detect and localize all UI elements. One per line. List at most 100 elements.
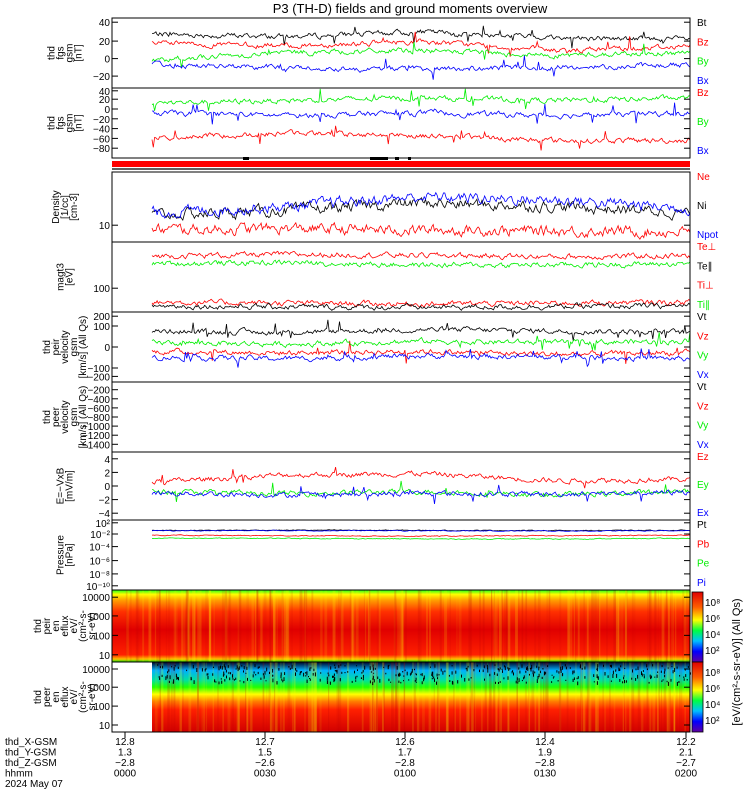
spectrogram-dot (573, 670, 575, 674)
x-column-value: 0100 (394, 769, 417, 780)
spectrogram-streak (654, 590, 657, 662)
spectrogram-dot (624, 667, 626, 669)
spectrogram-streak (525, 590, 528, 662)
spectrogram-dot (596, 667, 598, 672)
spectrogram-dot (174, 665, 176, 667)
spectrogram-dot (215, 681, 217, 683)
spectrogram-dot (577, 676, 579, 679)
spectrogram-streak (469, 590, 473, 662)
spectrogram-dot (320, 672, 322, 674)
spectrogram-dot (572, 670, 574, 675)
spectrogram-streak (684, 662, 686, 732)
spectrogram-streak (429, 590, 431, 662)
spectrogram-streak (161, 662, 164, 732)
spectrogram-dot (175, 673, 177, 678)
spectrogram-streak (213, 590, 215, 662)
series-efield-0 (151, 467, 691, 489)
spectrogram-streak (625, 590, 627, 662)
spectrogram-streak (382, 662, 385, 732)
spectrogram-dot (643, 675, 645, 679)
spectrogram-dot (641, 673, 643, 677)
spectrogram-dot (494, 672, 496, 675)
spectrogram-dot (434, 664, 436, 668)
spectrogram-dot (157, 664, 159, 666)
spectrogram-streak (618, 590, 621, 662)
spectrogram-streak (546, 590, 549, 662)
spectrogram-dot (190, 676, 192, 681)
spectrogram-dot (465, 667, 467, 670)
spectrogram-dot (564, 664, 566, 667)
spectrogram-dot (657, 671, 659, 673)
spectrogram-dot (282, 680, 284, 683)
spectrogram-dot (374, 667, 376, 670)
spectrogram-streak (179, 662, 182, 732)
y-axis-label: eV/ (69, 618, 80, 633)
spectrogram-dot (637, 666, 639, 670)
spectrogram-streak (154, 590, 157, 662)
spectrogram-dot (309, 667, 311, 672)
series-fgs-0 (152, 25, 691, 49)
spectrogram-streak (531, 662, 535, 732)
spectrogram-dot (533, 673, 534, 677)
spectrogram-streak (340, 590, 343, 662)
spectrogram-streak (637, 662, 641, 732)
spectrogram-dot (364, 665, 366, 670)
spectrogram-streak (266, 662, 268, 732)
spectrogram-streak (646, 662, 649, 732)
colorbar-tick: 10⁸ (705, 668, 720, 679)
spectrogram-dot (434, 678, 435, 682)
legends: BtBzByBxBzByBxNeNiNpotTe⊥Te∥Ti⊥Ti∥VtVzVy… (697, 18, 718, 589)
spectrogram-dot (280, 672, 282, 676)
spectrogram-dot (646, 664, 648, 668)
spectrogram-streak (196, 662, 199, 732)
spectrogram-dot (306, 679, 308, 683)
spectrogram-streak (247, 662, 249, 732)
spectrogram-dot (545, 671, 547, 675)
spectrogram-dot (597, 664, 599, 668)
spectrogram-dot (403, 680, 404, 682)
spectrogram-streak (668, 662, 671, 732)
y-axis-label: gsm (65, 114, 76, 133)
spectrogram-streak (395, 662, 398, 732)
x-column-value: 12.7 (255, 737, 275, 748)
spectrogram-streak (475, 662, 477, 732)
spectrogram-streak (394, 590, 396, 662)
spectrogram-streak (490, 662, 492, 732)
y-axis-label: velocity (60, 400, 71, 433)
spectrogram-streak (625, 590, 628, 662)
x-column-value: −2.8 (535, 758, 555, 769)
spectrogram-dot (487, 667, 488, 669)
y-tick-label: −200 (87, 386, 110, 397)
spectrogram-streak (588, 662, 592, 732)
spectrogram-streak (647, 590, 651, 662)
x-column-value: 12.2 (676, 737, 696, 748)
spectrogram-streak (276, 590, 278, 662)
spectrogram-dot (314, 672, 316, 677)
spectrogram-dot (604, 672, 606, 676)
legend-Vx: Vx (697, 440, 709, 451)
spectrogram-streak (376, 662, 378, 732)
spectrogram-streak (495, 662, 498, 732)
panel-density: 10 (99, 171, 691, 243)
spectrogram-dot (218, 669, 220, 671)
spectrogram-dot (662, 679, 664, 681)
spectrogram-streak (673, 662, 675, 732)
spectrogram-dot (679, 675, 681, 677)
spectrogram-streak (375, 662, 378, 732)
spectrogram-dot (212, 673, 214, 676)
spectrogram-dot (641, 671, 642, 675)
spectrogram-dot (247, 677, 248, 681)
spectrogram-dot (486, 664, 488, 667)
spectrogram-streak (251, 590, 254, 662)
spectrogram-streak (363, 590, 366, 662)
y-tick-label: −20 (93, 72, 110, 83)
mode-bar (112, 157, 690, 170)
spectrogram-streak (673, 662, 676, 732)
spectrogram-dot (684, 669, 686, 671)
spectrogram-streak (382, 662, 384, 732)
spectrogram-streak (649, 662, 652, 732)
spectrogram-dot (544, 671, 545, 676)
spectrogram-dot (327, 672, 329, 675)
series-temp-2 (151, 250, 691, 261)
